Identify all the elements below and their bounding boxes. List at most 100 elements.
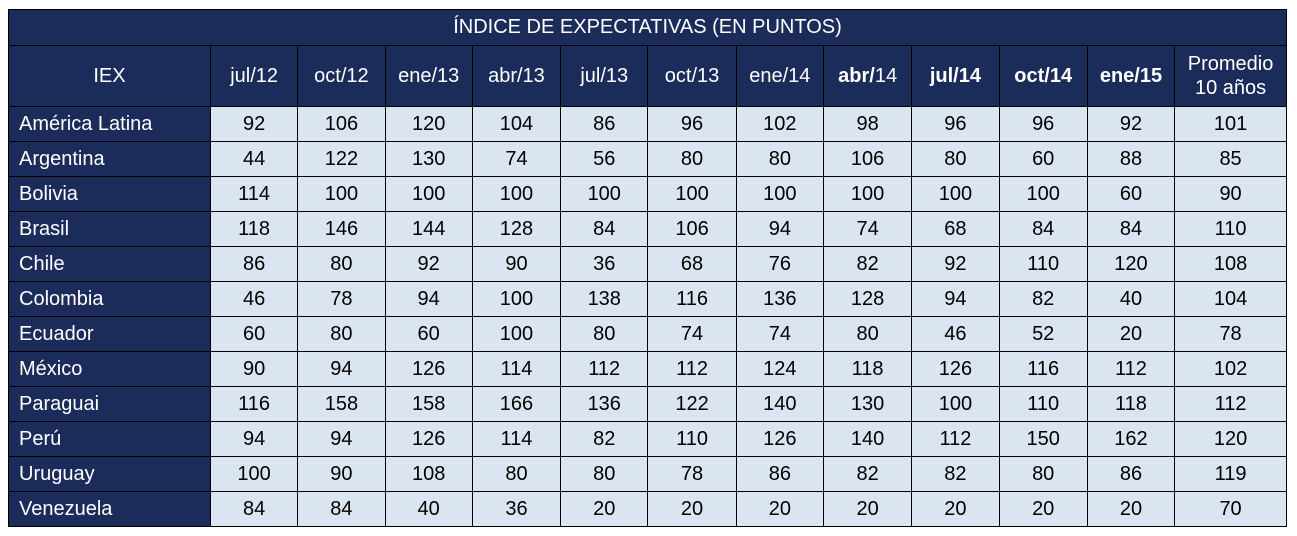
value-cell: 98: [822, 106, 913, 142]
value-cell: 108: [384, 456, 473, 492]
value-cell: 40: [1086, 281, 1176, 317]
value-cell: 140: [822, 421, 913, 457]
table-row: América Latina 92 106 120 104 86 96 102 98 96 96 92…: [8, 106, 1287, 142]
value-cell: 136: [735, 281, 824, 317]
value-cell: 60: [209, 316, 299, 352]
row-label: América Latina: [8, 106, 211, 142]
value-cell: 116: [998, 351, 1088, 387]
value-cell: 114: [471, 421, 562, 457]
value-cell: 100: [471, 316, 562, 352]
value-cell: 100: [735, 176, 824, 212]
value-cell: 36: [560, 246, 649, 282]
column-header: oct/14: [998, 45, 1088, 107]
value-cell: 60: [998, 141, 1088, 177]
value-cell: 94: [911, 281, 1000, 317]
value-cell: 112: [647, 351, 737, 387]
value-cell: 130: [822, 386, 913, 422]
value-cell: 100: [560, 176, 649, 212]
column-header: jul/14: [911, 45, 1000, 107]
value-cell: 74: [471, 141, 562, 177]
average-cell: 101: [1174, 106, 1287, 142]
column-header: ene/14: [735, 45, 824, 107]
average-header: Promedio 10 años: [1174, 45, 1287, 107]
value-cell: 94: [297, 421, 386, 457]
column-header: oct/12: [297, 45, 386, 107]
value-cell: 126: [735, 421, 824, 457]
value-cell: 20: [822, 491, 913, 527]
value-cell: 80: [735, 141, 824, 177]
value-cell: 106: [297, 106, 386, 142]
value-cell: 36: [471, 491, 562, 527]
value-cell: 84: [297, 491, 386, 527]
column-header-bold-part: abr/: [838, 65, 875, 87]
value-cell: 104: [471, 106, 562, 142]
value-cell: 146: [297, 211, 386, 247]
value-cell: 94: [209, 421, 299, 457]
column-header-rest-part: 14: [874, 65, 898, 87]
value-cell: 86: [560, 106, 649, 142]
value-cell: 80: [911, 141, 1000, 177]
average-cell: 78: [1174, 316, 1287, 352]
average-cell: 85: [1174, 141, 1287, 177]
value-cell: 46: [911, 316, 1000, 352]
value-cell: 80: [471, 456, 562, 492]
value-cell: 94: [735, 211, 824, 247]
value-cell: 80: [560, 316, 649, 352]
column-header: oct/13: [647, 45, 737, 107]
table-row: Paraguai 116 158 158 166 136 122 140 130 100 110 11…: [8, 386, 1287, 422]
value-cell: 52: [998, 316, 1088, 352]
value-cell: 90: [209, 351, 299, 387]
row-label: Bolivia: [8, 176, 211, 212]
value-cell: 126: [911, 351, 1000, 387]
value-cell: 106: [822, 141, 913, 177]
table-row: Venezuela 84 84 40 36 20 20 20 20 20 20 20 70: [8, 491, 1287, 527]
row-label: Argentina: [8, 141, 211, 177]
table-row: Chile 86 80 92 90 36 68 76 82 92 110 120 108: [8, 246, 1287, 282]
value-cell: 60: [384, 316, 473, 352]
row-label: México: [8, 351, 211, 387]
value-cell: 100: [471, 176, 562, 212]
average-cell: 108: [1174, 246, 1287, 282]
value-cell: 128: [822, 281, 913, 317]
average-header-line2: 10 años: [1194, 77, 1267, 99]
value-cell: 112: [911, 421, 1000, 457]
value-cell: 74: [647, 316, 737, 352]
table-row: México 90 94 126 114 112 112 124 118 126 116 112 102: [8, 351, 1287, 387]
value-cell: 94: [297, 351, 386, 387]
table-row: Uruguay 100 90 108 80 80 78 86 82 82 80 86 119: [8, 456, 1287, 492]
value-cell: 158: [384, 386, 473, 422]
column-header: ene/15: [1086, 45, 1176, 107]
value-cell: 110: [998, 386, 1088, 422]
value-cell: 130: [384, 141, 473, 177]
value-cell: 20: [560, 491, 649, 527]
row-label: Ecuador: [8, 316, 211, 352]
value-cell: 78: [297, 281, 386, 317]
value-cell: 90: [471, 246, 562, 282]
average-cell: 90: [1174, 176, 1287, 212]
value-cell: 20: [735, 491, 824, 527]
value-cell: 126: [384, 351, 473, 387]
value-cell: 166: [471, 386, 562, 422]
average-header-line1: Promedio: [1187, 53, 1274, 75]
value-cell: 78: [647, 456, 737, 492]
value-cell: 74: [822, 211, 913, 247]
value-cell: 80: [998, 456, 1088, 492]
value-cell: 68: [911, 211, 1000, 247]
row-label: Colombia: [8, 281, 211, 317]
average-cell: 110: [1174, 211, 1287, 247]
average-cell: 112: [1174, 386, 1287, 422]
table-row: Colombia 46 78 94 100 138 116 136 128 94 82 40 104: [8, 281, 1287, 317]
table-row: Bolivia 114 100 100 100 100 100 100 100 100 100 60 9…: [8, 176, 1287, 212]
average-cell: 120: [1174, 421, 1287, 457]
value-cell: 90: [297, 456, 386, 492]
column-header: abr/13: [471, 45, 562, 107]
column-header: jul/12: [209, 45, 299, 107]
column-header: jul/13: [560, 45, 649, 107]
table-row: Brasil 118 146 144 128 84 106 94 74 68 84 84 110: [8, 211, 1287, 247]
value-cell: 100: [911, 176, 1000, 212]
value-cell: 80: [297, 316, 386, 352]
value-cell: 110: [998, 246, 1088, 282]
average-cell: 70: [1174, 491, 1287, 527]
value-cell: 124: [735, 351, 824, 387]
table-body: América Latina 92 106 120 104 86 96 102 98 96 96 92…: [8, 106, 1287, 527]
